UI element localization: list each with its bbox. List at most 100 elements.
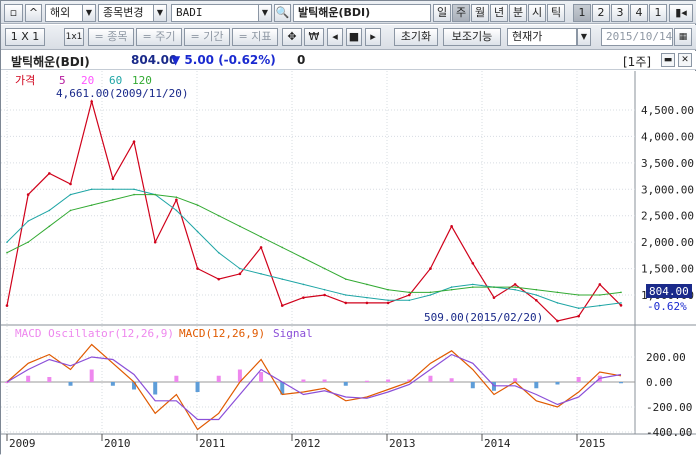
oscillator-bar bbox=[195, 382, 200, 392]
series-point bbox=[599, 304, 601, 307]
series-point bbox=[239, 225, 241, 228]
chevron-down-icon[interactable]: ▼ bbox=[82, 4, 96, 22]
reset-button[interactable]: 초기화 bbox=[394, 28, 438, 46]
series-point bbox=[535, 298, 538, 302]
series-point bbox=[323, 288, 326, 291]
series-point bbox=[387, 299, 389, 302]
year-label: 2013 bbox=[389, 437, 416, 450]
period-button[interactable]: 월 bbox=[471, 4, 489, 22]
series-point bbox=[26, 193, 30, 196]
series-point bbox=[239, 267, 241, 270]
grid-icon[interactable]: ₩ bbox=[304, 28, 324, 46]
series-point bbox=[577, 314, 580, 318]
ratio-icon[interactable]: 1x1 bbox=[64, 28, 84, 46]
series-point bbox=[48, 209, 51, 212]
period-button[interactable]: 분 bbox=[509, 4, 527, 22]
series-point bbox=[27, 220, 29, 222]
date-field[interactable]: 2015/10/14 bbox=[601, 28, 673, 46]
calendar-icon[interactable]: ▦ bbox=[674, 28, 692, 46]
oscillator-bar bbox=[26, 375, 31, 382]
series-point bbox=[513, 283, 517, 286]
period-button[interactable]: 주 bbox=[452, 4, 470, 22]
period-button[interactable]: 시 bbox=[528, 4, 546, 22]
chevron-left-icon[interactable]: ◂ bbox=[327, 28, 343, 46]
chevron-right-icon[interactable]: ▸ bbox=[365, 28, 381, 46]
price-axis-label: 1,500.00 bbox=[641, 263, 694, 276]
series-point bbox=[153, 240, 157, 244]
series-line-120 bbox=[6, 194, 622, 296]
oscillator-bar bbox=[47, 377, 52, 382]
oscillator-bar bbox=[68, 382, 73, 386]
item-button[interactable]: = 종목 bbox=[88, 28, 134, 46]
stock-name: 발틱해운(BDI) bbox=[11, 55, 90, 69]
oscillator-bar bbox=[153, 382, 158, 395]
count-button[interactable]: 3 bbox=[611, 4, 629, 22]
oscillator-bar bbox=[89, 369, 94, 382]
count-button[interactable]: 2 bbox=[592, 4, 610, 22]
count-button[interactable]: 4 bbox=[630, 4, 648, 22]
series-point bbox=[429, 294, 432, 296]
period-button[interactable]: 년 bbox=[490, 4, 508, 22]
series-point bbox=[493, 286, 495, 288]
range-button[interactable]: = 기간 bbox=[184, 28, 230, 46]
series-point bbox=[133, 188, 135, 191]
series-point bbox=[302, 283, 305, 286]
oscillator-bar bbox=[449, 378, 454, 382]
indicator-button[interactable]: = 지표 bbox=[232, 28, 278, 46]
series-point bbox=[620, 302, 622, 304]
year-label: 2015 bbox=[579, 437, 606, 450]
chevron-down-icon[interactable]: ▼ bbox=[153, 4, 167, 22]
series-point bbox=[27, 241, 29, 243]
oscillator-bar bbox=[364, 380, 369, 382]
series-point bbox=[471, 286, 474, 288]
move-icon[interactable]: ✥ bbox=[282, 28, 302, 46]
close-icon[interactable]: ✕ bbox=[678, 53, 692, 67]
count-button[interactable]: 1 bbox=[573, 4, 591, 22]
macd-line-Signal bbox=[6, 353, 622, 421]
series-point bbox=[535, 294, 538, 296]
arrows-icon[interactable]: ▮◂ bbox=[669, 4, 693, 22]
price-type-select[interactable]: 현재가 bbox=[507, 28, 577, 46]
stock-change-select[interactable]: 종목변경 bbox=[98, 4, 154, 22]
year-label: 2014 bbox=[484, 437, 511, 450]
series-point bbox=[217, 277, 221, 281]
series-point bbox=[217, 251, 220, 254]
window-toggle-icon[interactable]: ▫ bbox=[4, 4, 23, 22]
series-point bbox=[535, 288, 538, 291]
series-point bbox=[280, 304, 284, 307]
search-icon[interactable]: 🔍 bbox=[274, 4, 291, 22]
series-point bbox=[556, 291, 559, 294]
series-point bbox=[619, 304, 623, 307]
minimize-icon[interactable]: ▬ bbox=[661, 53, 675, 67]
price-chart[interactable]: 4,500.00 4,000.00 3,500.00 3,000.00 2,500.00… bbox=[1, 71, 696, 455]
toolbar-row-2: 1 X 1 1x1 = 종목 = 주기 = 기간 = 지표 ✥ ₩ ◂ ■ ▸ … bbox=[1, 25, 696, 50]
chevron-down-icon[interactable]: ▼ bbox=[577, 28, 591, 46]
series-point bbox=[69, 193, 72, 196]
period-button[interactable]: 틱 bbox=[547, 4, 565, 22]
series-point bbox=[323, 267, 326, 270]
series-point bbox=[620, 291, 622, 294]
chevron-up-icon[interactable]: ^ bbox=[25, 4, 42, 22]
volume: 0 bbox=[297, 53, 306, 67]
cycle-button[interactable]: = 주기 bbox=[136, 28, 182, 46]
series-point bbox=[450, 286, 453, 288]
price-axis-label: 2,500.00 bbox=[641, 210, 694, 223]
stock-name-field: 발틱해운(BDI) bbox=[293, 4, 431, 22]
aux-function-button[interactable]: 보조기능 bbox=[443, 28, 501, 46]
oscillator-bar bbox=[237, 369, 242, 382]
chevron-down-icon[interactable]: ▼ bbox=[258, 4, 272, 22]
oscillator-bar bbox=[132, 382, 137, 390]
series-point bbox=[281, 246, 284, 249]
symbol-input[interactable]: BADI bbox=[171, 4, 259, 22]
market-select[interactable]: 해외 bbox=[45, 4, 83, 22]
legend-ma120: 120 bbox=[132, 74, 152, 87]
ratio-button[interactable]: 1 X 1 bbox=[5, 28, 45, 46]
price-axis-label: 4,000.00 bbox=[641, 130, 694, 143]
year-label: 2012 bbox=[294, 437, 321, 450]
oscillator-bar bbox=[470, 382, 475, 389]
series-point bbox=[90, 204, 93, 206]
count-button[interactable]: 1 bbox=[649, 4, 667, 22]
period-button[interactable]: 일 bbox=[433, 4, 451, 22]
stop-icon[interactable]: ■ bbox=[346, 28, 362, 46]
